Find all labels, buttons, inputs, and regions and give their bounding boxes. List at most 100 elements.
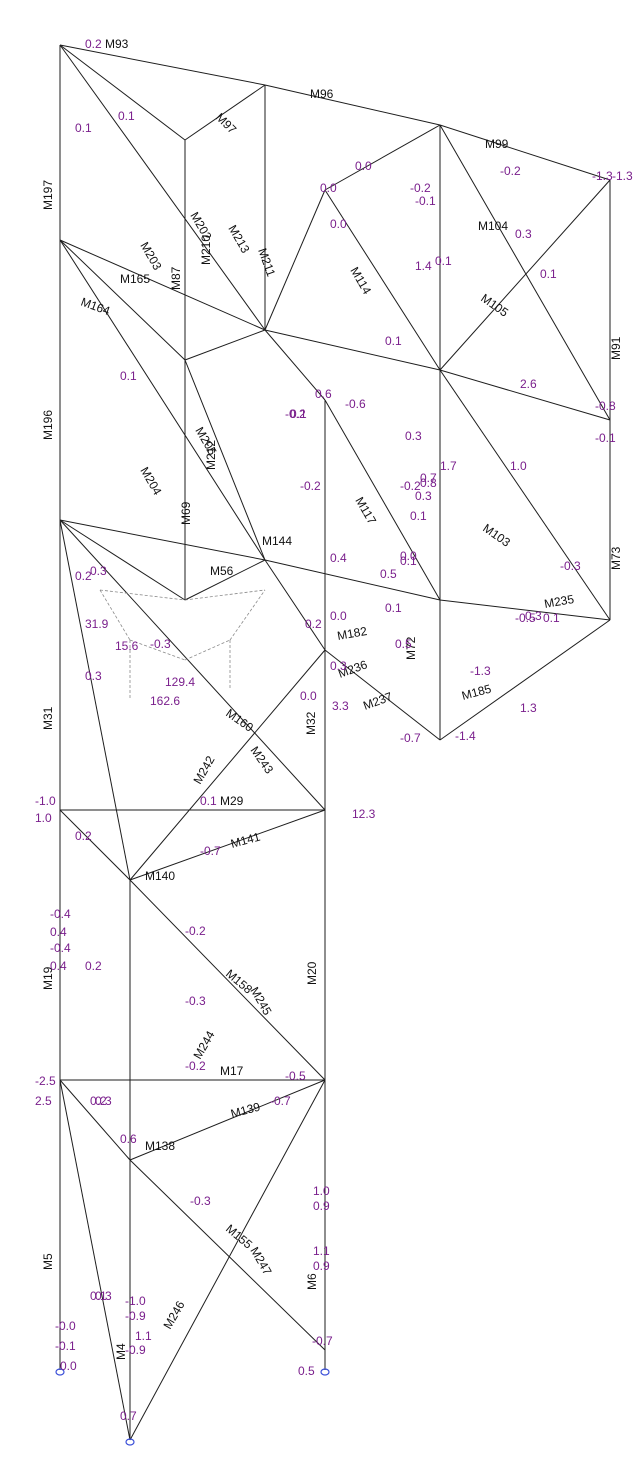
- member-value-label: 1.3: [520, 701, 537, 715]
- frame-member-line: [264, 84, 441, 126]
- member-value-label: 0.1: [435, 254, 452, 268]
- frame-member-line: [129, 1079, 326, 1161]
- member-label: M235: [543, 592, 575, 611]
- member-value-label: -0.2: [410, 181, 431, 195]
- member-value-label: 3.3: [332, 699, 349, 713]
- frame-member-line: [129, 1159, 326, 1351]
- member-label: M244: [190, 1028, 217, 1061]
- member-value-label: 0.1: [120, 369, 137, 383]
- member-value-label: 0.1: [200, 794, 217, 808]
- member-label: M138: [145, 1139, 175, 1153]
- member-label: M91: [609, 336, 623, 360]
- frame-member-line: [184, 329, 266, 361]
- member-label: M19: [41, 966, 55, 990]
- member-value-label: -0.5: [285, 1069, 306, 1083]
- member-value-label: 0.3: [515, 227, 532, 241]
- member-value-label: 0.2: [305, 617, 322, 631]
- member-value-label: -0.3: [150, 637, 171, 651]
- member-value-label: 2.6: [520, 377, 537, 391]
- frame-member-line: [439, 124, 611, 421]
- member-value-label: 0.2: [75, 829, 92, 843]
- member-label: M196: [41, 410, 55, 440]
- member-label: M93: [105, 37, 129, 51]
- member-value-label: 0.6: [120, 1132, 137, 1146]
- member-value-label: -0.1: [595, 431, 616, 445]
- member-label: M203: [137, 240, 164, 273]
- member-value-label: -0.0: [55, 1319, 76, 1333]
- frame-member-line: [264, 329, 326, 401]
- frame-member-line: [324, 124, 441, 191]
- frame-member-line: [59, 519, 266, 561]
- frame-member-line: [264, 559, 326, 651]
- member-value-label: -1.3: [470, 664, 491, 678]
- member-value-label: -0.4: [50, 907, 71, 921]
- member-value-label: 0.2: [90, 1094, 107, 1108]
- member-label: M17: [220, 1064, 244, 1078]
- member-label: M31: [41, 706, 55, 730]
- member-value-label: 0.0: [355, 159, 372, 173]
- member-label: M72: [404, 636, 418, 660]
- member-value-label: -0.3: [190, 1194, 211, 1208]
- pin-support-icon: [320, 1368, 330, 1376]
- frame-member-line: [439, 369, 611, 621]
- member-label: M140: [145, 869, 175, 883]
- member-label: M73: [609, 546, 623, 570]
- member-value-label: -0.2: [185, 924, 206, 938]
- member-label: M164: [79, 295, 112, 319]
- frame-member-line: [59, 1079, 131, 1161]
- member-value-label: 0.3: [415, 489, 432, 503]
- frame-member-line: [59, 519, 326, 811]
- member-value-label: -0.5: [515, 611, 536, 625]
- member-value-label: 0.9: [313, 1199, 330, 1213]
- member-value-label: -0.6: [345, 397, 366, 411]
- member-value-label: -0.2: [185, 1059, 206, 1073]
- member-label: M20: [305, 961, 319, 985]
- supports-layer: [55, 1368, 330, 1446]
- member-label: M141: [229, 830, 262, 851]
- member-value-label: -0.9: [125, 1343, 146, 1357]
- frame-member-line: [59, 519, 186, 601]
- member-value-label: 0.1: [400, 554, 417, 568]
- member-label: M144: [262, 534, 292, 548]
- member-value-label: -0.2: [285, 407, 306, 421]
- frame-member-line: [129, 809, 326, 881]
- member-value-label: -1.3: [592, 169, 613, 183]
- member-value-label: -2.5: [35, 1074, 56, 1088]
- bracing-line: [184, 589, 266, 601]
- member-value-label: 1.1: [135, 1329, 152, 1343]
- member-value-label: 0.3: [85, 669, 102, 683]
- frame-member-line: [439, 369, 611, 421]
- member-value-label: 0.0: [300, 689, 317, 703]
- frame-member-line: [439, 179, 611, 371]
- frame-member-line: [264, 559, 441, 601]
- member-label: M69: [179, 501, 193, 525]
- member-value-label: 1.1: [313, 1244, 330, 1258]
- member-value-label: 0.5: [395, 637, 412, 651]
- member-label: M117: [352, 495, 379, 528]
- member-label: M185: [460, 682, 493, 703]
- member-label: M165: [120, 272, 150, 286]
- frame-member-line: [439, 599, 611, 621]
- member-value-label: -1.3: [612, 169, 633, 183]
- frame-member-line: [59, 44, 186, 141]
- bracing-line: [229, 589, 266, 641]
- member-value-label: 162.6: [150, 694, 180, 708]
- frame-member-line: [59, 1079, 131, 1441]
- member-value-label: 0.2: [75, 569, 92, 583]
- member-value-label: 0.1: [290, 407, 307, 421]
- member-label: M5: [41, 1253, 55, 1270]
- member-value-label: -0.7: [400, 731, 421, 745]
- member-label: M246: [160, 1298, 187, 1331]
- member-value-label: 0.1: [385, 334, 402, 348]
- member-label: M197: [41, 180, 55, 210]
- pin-support-icon: [125, 1438, 135, 1446]
- member-value-label: 31.9: [85, 617, 109, 631]
- member-label: M160: [223, 706, 256, 735]
- pin-support-icon: [55, 1368, 65, 1376]
- member-value-label: 1.0: [35, 811, 52, 825]
- member-value-label: -0.8: [595, 399, 616, 413]
- member-value-label: -0.9: [125, 1309, 146, 1323]
- member-label: M6: [305, 1273, 319, 1290]
- member-value-label: 0.0: [330, 217, 347, 231]
- frame-member-line: [324, 399, 441, 601]
